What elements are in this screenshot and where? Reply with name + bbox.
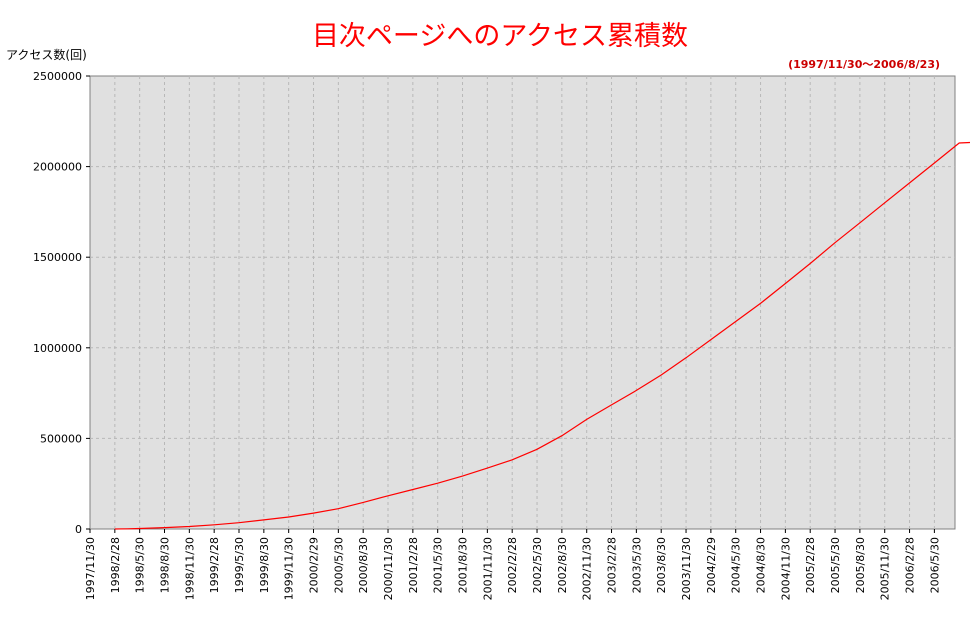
series-line	[114, 141, 970, 530]
x-tick-label: 2000/5/30	[332, 537, 345, 593]
x-tick-label: 1999/5/30	[233, 537, 246, 593]
y-tick-label: 1500000	[33, 251, 82, 264]
x-tick-label: 2004/11/30	[779, 537, 792, 600]
x-tick-label: 2001/11/30	[481, 537, 494, 600]
x-tick-label: 2003/8/30	[655, 537, 668, 593]
y-tick-label: 1000000	[33, 342, 82, 355]
x-tick-label: 1999/11/30	[283, 537, 296, 600]
x-tick-label: 2002/8/30	[556, 537, 569, 593]
x-tick-label: 2000/11/30	[382, 537, 395, 600]
x-tick-label: 1998/8/30	[159, 537, 172, 593]
x-tick-label: 2003/5/30	[630, 537, 643, 593]
y-tick-label: 2000000	[33, 161, 82, 174]
plot-background	[89, 75, 956, 530]
x-tick-label: 2004/5/30	[730, 537, 743, 593]
x-tick-label: 2005/2/28	[804, 537, 817, 593]
x-tick-label: 2001/2/28	[407, 537, 420, 593]
x-tick-label: 2001/5/30	[432, 537, 445, 593]
chart-title: 目次ページへのアクセス累積数	[311, 21, 689, 52]
y-tick-label: 500000	[40, 432, 82, 445]
x-tick-label: 2003/11/30	[680, 537, 693, 600]
x-tick-label: 2004/8/30	[755, 537, 768, 593]
x-tick-label: 2005/5/30	[829, 537, 842, 593]
x-tick-label: 2003/2/28	[606, 537, 619, 593]
x-tick-label: 2002/2/28	[506, 537, 519, 593]
x-tick-label: 2006/2/28	[904, 537, 917, 593]
x-tick-label: 2005/11/30	[879, 537, 892, 600]
x-tick-label: 2004/2/29	[705, 537, 718, 593]
x-tick-label: 1998/2/28	[109, 537, 122, 593]
x-tick-label: 2000/8/30	[357, 537, 370, 593]
x-tick-label: 2002/5/30	[531, 537, 544, 593]
y-axis-label: アクセス数(回)	[6, 48, 87, 62]
x-tick-label: 1999/2/28	[208, 537, 221, 593]
y-tick-label: 2500000	[33, 70, 82, 83]
x-tick-label: 2000/2/29	[308, 537, 321, 593]
y-tick-label: 0	[75, 523, 82, 536]
x-tick-label: 1997/11/30	[84, 537, 97, 600]
x-tick-label: 1998/5/30	[134, 537, 147, 593]
x-tick-label: 2005/8/30	[854, 537, 867, 593]
x-tick-label: 2006/5/30	[928, 537, 941, 593]
x-tick-label: 2001/8/30	[457, 537, 470, 593]
x-tick-label: 1999/8/30	[258, 537, 271, 593]
x-tick-label: 2002/11/30	[581, 537, 594, 600]
x-tick-label: 1998/11/30	[183, 537, 196, 600]
chart-subtitle: (1997/11/30～2006/8/23)	[788, 58, 940, 71]
